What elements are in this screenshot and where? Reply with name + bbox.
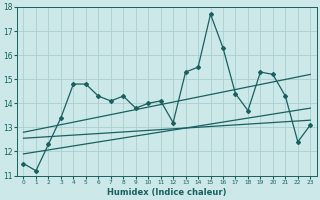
- X-axis label: Humidex (Indice chaleur): Humidex (Indice chaleur): [107, 188, 227, 197]
